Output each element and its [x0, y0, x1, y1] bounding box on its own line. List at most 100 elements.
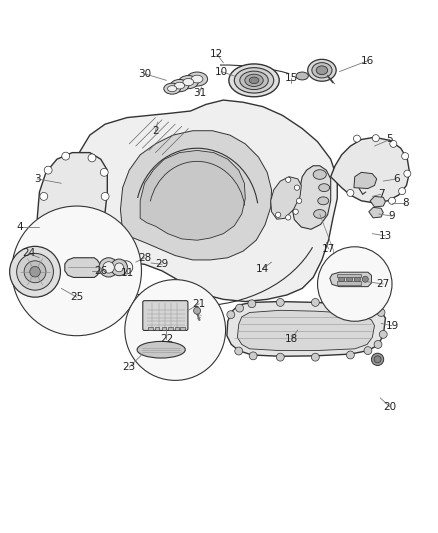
Circle shape — [97, 215, 105, 223]
Circle shape — [311, 298, 319, 306]
Circle shape — [346, 276, 353, 282]
FancyBboxPatch shape — [162, 327, 166, 330]
Circle shape — [249, 352, 257, 360]
Circle shape — [43, 221, 51, 229]
Text: 3: 3 — [34, 174, 41, 184]
Text: 18: 18 — [285, 334, 298, 344]
Circle shape — [404, 170, 411, 177]
Text: 12: 12 — [210, 49, 223, 59]
Circle shape — [24, 261, 46, 282]
Circle shape — [402, 152, 409, 159]
Circle shape — [389, 197, 396, 204]
Ellipse shape — [229, 64, 279, 97]
Ellipse shape — [164, 83, 180, 94]
Circle shape — [276, 212, 281, 217]
Circle shape — [227, 311, 235, 319]
Circle shape — [354, 276, 360, 282]
Text: 28: 28 — [138, 253, 151, 263]
Circle shape — [276, 298, 284, 306]
FancyBboxPatch shape — [148, 327, 153, 330]
Ellipse shape — [170, 79, 189, 92]
Polygon shape — [37, 152, 107, 246]
Circle shape — [194, 307, 201, 314]
Circle shape — [248, 300, 256, 308]
Text: 29: 29 — [155, 260, 169, 269]
Ellipse shape — [240, 71, 268, 90]
Text: 31: 31 — [193, 88, 206, 99]
FancyBboxPatch shape — [155, 327, 159, 330]
Polygon shape — [370, 197, 385, 207]
Circle shape — [115, 263, 124, 272]
Circle shape — [399, 188, 406, 195]
Polygon shape — [227, 302, 385, 356]
Circle shape — [390, 140, 397, 147]
Ellipse shape — [179, 76, 198, 88]
Polygon shape — [237, 310, 374, 351]
Circle shape — [44, 166, 52, 174]
Ellipse shape — [234, 68, 274, 93]
Circle shape — [346, 300, 354, 308]
Ellipse shape — [137, 342, 185, 358]
Circle shape — [103, 262, 114, 273]
Circle shape — [111, 259, 127, 276]
Circle shape — [99, 258, 118, 277]
Circle shape — [377, 309, 385, 317]
Circle shape — [293, 209, 298, 214]
Circle shape — [286, 177, 291, 182]
Text: 11: 11 — [120, 268, 134, 278]
Polygon shape — [65, 258, 100, 278]
Text: 21: 21 — [193, 298, 206, 309]
Text: 8: 8 — [402, 198, 409, 208]
Circle shape — [364, 346, 372, 354]
Text: 15: 15 — [285, 73, 298, 83]
Circle shape — [276, 353, 284, 361]
Polygon shape — [68, 100, 337, 302]
Circle shape — [235, 347, 243, 355]
Text: 25: 25 — [70, 292, 83, 302]
Text: 13: 13 — [379, 231, 392, 241]
Ellipse shape — [174, 82, 185, 89]
Ellipse shape — [249, 77, 259, 84]
Text: 14: 14 — [256, 264, 269, 273]
Circle shape — [339, 276, 345, 282]
Ellipse shape — [318, 197, 328, 205]
Ellipse shape — [114, 255, 138, 279]
Circle shape — [362, 276, 368, 282]
Circle shape — [101, 192, 109, 200]
Circle shape — [372, 135, 379, 142]
Text: 19: 19 — [385, 321, 399, 330]
FancyBboxPatch shape — [175, 327, 179, 330]
Ellipse shape — [245, 74, 263, 86]
Polygon shape — [331, 138, 410, 203]
Ellipse shape — [316, 66, 328, 75]
Text: 30: 30 — [138, 69, 151, 79]
FancyBboxPatch shape — [337, 274, 361, 278]
Polygon shape — [120, 131, 272, 260]
Ellipse shape — [318, 184, 330, 191]
Circle shape — [236, 304, 244, 312]
Circle shape — [84, 231, 92, 239]
Circle shape — [371, 353, 384, 366]
Ellipse shape — [313, 169, 326, 179]
Text: 20: 20 — [383, 402, 396, 411]
Circle shape — [294, 185, 300, 190]
Text: 6: 6 — [393, 174, 400, 184]
FancyBboxPatch shape — [180, 327, 185, 330]
Polygon shape — [140, 150, 245, 240]
Ellipse shape — [168, 86, 177, 92]
Ellipse shape — [314, 209, 326, 219]
Circle shape — [286, 215, 291, 220]
Polygon shape — [354, 172, 377, 189]
FancyBboxPatch shape — [143, 301, 188, 330]
Ellipse shape — [307, 59, 336, 81]
Text: 24: 24 — [22, 248, 35, 259]
FancyBboxPatch shape — [168, 327, 173, 330]
Circle shape — [374, 341, 382, 349]
Ellipse shape — [187, 72, 208, 86]
Text: 17: 17 — [322, 244, 335, 254]
Text: 23: 23 — [123, 362, 136, 372]
Polygon shape — [369, 207, 383, 218]
Circle shape — [12, 206, 141, 336]
Circle shape — [125, 280, 226, 381]
Circle shape — [379, 330, 387, 338]
